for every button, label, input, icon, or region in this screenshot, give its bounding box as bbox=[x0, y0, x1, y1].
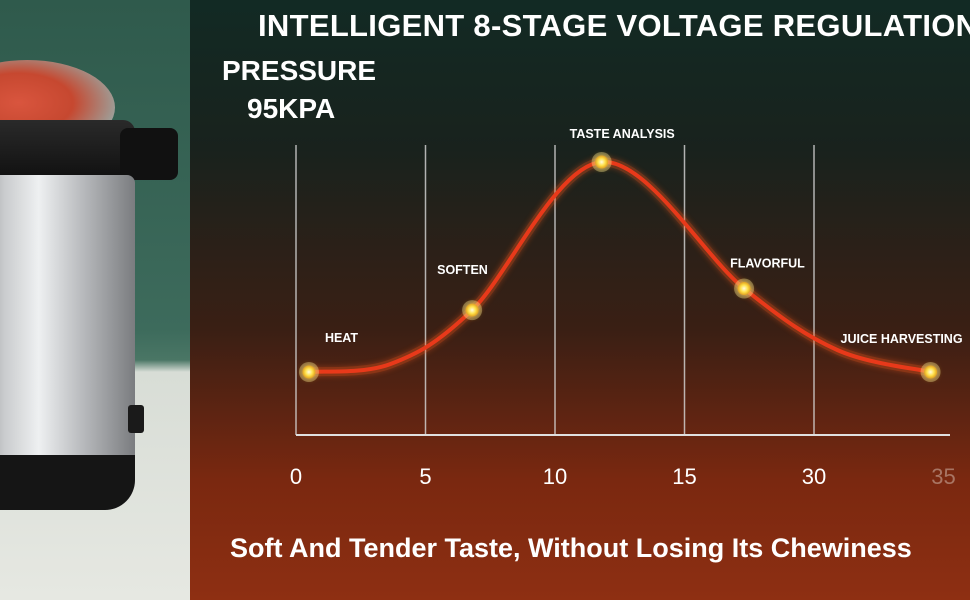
stage-curve-line bbox=[308, 159, 932, 374]
data-point-label: SOFTEN bbox=[437, 263, 488, 277]
x-tick-label: 0 bbox=[290, 464, 302, 489]
data-point bbox=[595, 155, 609, 169]
cooker-side-tab bbox=[128, 405, 144, 433]
chart-panel bbox=[190, 0, 970, 600]
curve-glow bbox=[308, 157, 932, 377]
chart-title: INTELLIGENT 8-STAGE VOLTAGE REGULATION bbox=[258, 8, 970, 43]
x-tick-label: 10 bbox=[543, 464, 567, 489]
cooker-lid-rim bbox=[0, 120, 135, 185]
data-point bbox=[737, 282, 751, 296]
cooker-base bbox=[0, 455, 135, 510]
data-point-label: FLAVORFUL bbox=[730, 257, 805, 271]
data-point bbox=[465, 303, 479, 317]
x-tick-label: 15 bbox=[672, 464, 696, 489]
cooker-steel-body bbox=[0, 175, 135, 470]
pressure-value: 95KPA bbox=[247, 93, 336, 124]
footer-tagline: Soft And Tender Taste, Without Losing It… bbox=[230, 533, 912, 563]
pressure-label: PRESSURE bbox=[222, 55, 377, 86]
data-point bbox=[924, 365, 938, 379]
data-point-label: JUICE HARVESTING bbox=[841, 332, 963, 346]
data-point-label: TASTE ANALYSIS bbox=[570, 127, 675, 141]
x-tick-label: 5 bbox=[419, 464, 431, 489]
data-point bbox=[302, 365, 316, 379]
x-tick-label: 35 bbox=[931, 464, 955, 489]
data-point-label: HEAT bbox=[325, 331, 358, 345]
pressure-cooker-photo bbox=[0, 0, 190, 600]
x-tick-label: 30 bbox=[802, 464, 826, 489]
cooker-handle bbox=[120, 128, 178, 180]
